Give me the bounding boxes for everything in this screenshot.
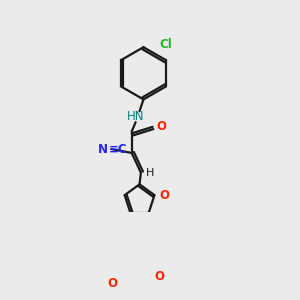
Text: O: O	[107, 277, 117, 290]
Text: N: N	[98, 142, 108, 155]
Text: O: O	[160, 189, 170, 202]
Text: HN: HN	[127, 110, 144, 123]
Text: O: O	[157, 120, 166, 133]
Text: ≡C: ≡C	[109, 142, 128, 155]
Text: H: H	[146, 168, 154, 178]
Text: O: O	[154, 270, 164, 283]
Text: Cl: Cl	[160, 38, 172, 51]
